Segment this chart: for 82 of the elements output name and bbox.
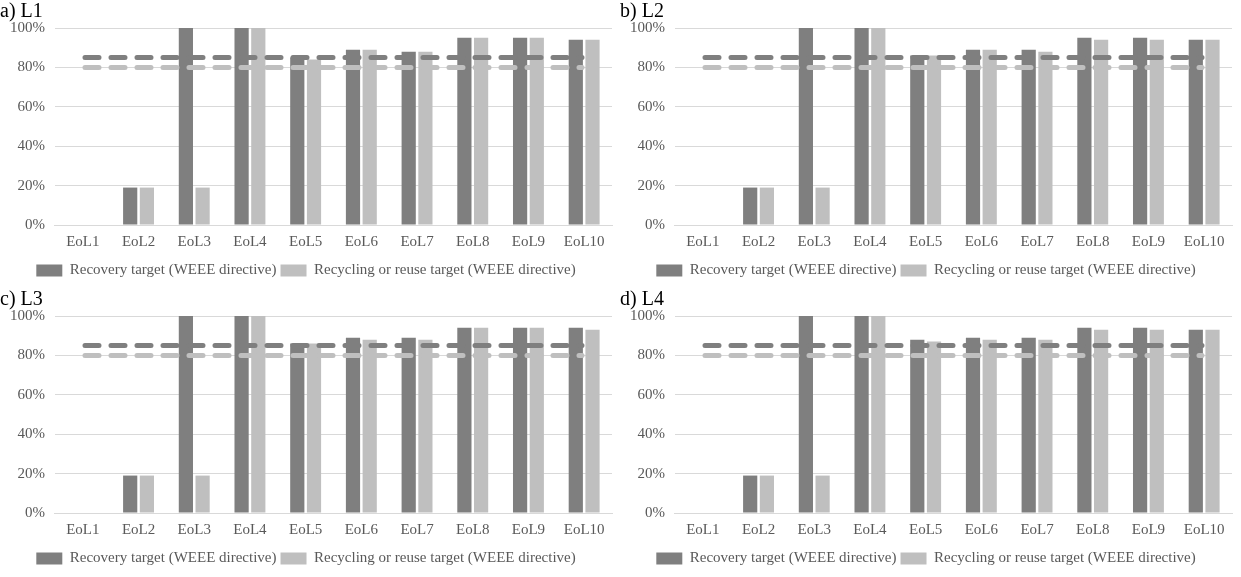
x-tick-label: EoL9 — [1131, 520, 1166, 537]
bar — [123, 475, 138, 513]
x-tick-label: EoL3 — [797, 520, 831, 537]
bar — [743, 187, 758, 225]
legend-label: Recycling or reuse target (WEEE directive) — [934, 261, 1196, 279]
bar — [815, 187, 830, 225]
y-tick-label: 40% — [17, 425, 45, 442]
y-tick-label: 60% — [637, 385, 665, 402]
x-tick-label: EoL8 — [1076, 232, 1110, 249]
x-tick-label: EoL10 — [563, 520, 605, 537]
bar — [759, 187, 774, 225]
y-tick-label: 40% — [637, 137, 665, 154]
bar — [123, 187, 138, 225]
x-tick-label: EoL4 — [233, 232, 268, 249]
x-tick-label: EoL7 — [1020, 232, 1055, 249]
bar — [195, 187, 210, 225]
x-tick-label: EoL5 — [288, 520, 323, 537]
y-tick-label: 40% — [17, 137, 45, 154]
x-tick-label: EoL7 — [400, 520, 435, 537]
x-tick-label: EoL5 — [908, 232, 943, 249]
bar — [195, 475, 210, 513]
x-tick-label: EoL4 — [853, 520, 888, 537]
x-tick-label: EoL7 — [1020, 520, 1055, 537]
y-tick-label: 60% — [637, 97, 665, 114]
bar — [139, 475, 154, 513]
y-tick-label: 80% — [17, 346, 45, 363]
x-tick-label: EoL10 — [1183, 232, 1225, 249]
legend-label: Recovery target (WEEE directive) — [69, 261, 277, 279]
y-tick-label: 60% — [17, 385, 45, 402]
bar — [759, 475, 774, 513]
x-tick-label: EoL4 — [853, 232, 888, 249]
x-tick-label: EoL2 — [741, 232, 776, 249]
x-tick-label: EoL1 — [66, 232, 100, 249]
x-tick-label: EoL6 — [344, 520, 379, 537]
x-tick-label: EoL10 — [1183, 520, 1225, 537]
y-tick-label: 20% — [17, 176, 45, 193]
x-tick-label: EoL1 — [686, 520, 720, 537]
x-tick-label: EoL8 — [456, 232, 490, 249]
y-tick-label: 0% — [645, 215, 665, 232]
y-tick-label: 0% — [645, 503, 665, 520]
bar — [743, 475, 758, 513]
y-tick-label: 40% — [637, 425, 665, 442]
x-tick-label: EoL3 — [797, 232, 831, 249]
x-tick-label: EoL3 — [177, 520, 211, 537]
x-tick-label: EoL2 — [121, 232, 156, 249]
y-tick-label: 20% — [637, 464, 665, 481]
y-tick-label: 0% — [25, 215, 45, 232]
chart-title: a) L1 — [0, 0, 43, 23]
x-tick-label: EoL1 — [686, 232, 720, 249]
x-tick-label: EoL4 — [233, 520, 268, 537]
y-tick-label: 20% — [637, 176, 665, 193]
legend-label: Recovery target (WEEE directive) — [689, 549, 897, 567]
x-tick-label: EoL6 — [964, 232, 999, 249]
chart-title: c) L3 — [0, 287, 43, 311]
legend-label: Recycling or reuse target (WEEE directive) — [314, 261, 576, 279]
y-tick-label: 60% — [17, 97, 45, 114]
x-tick-label: EoL2 — [741, 520, 776, 537]
x-tick-label: EoL3 — [177, 232, 211, 249]
x-tick-label: EoL8 — [456, 520, 490, 537]
bar — [139, 187, 154, 225]
x-tick-label: EoL2 — [121, 520, 156, 537]
legend-label: Recovery target (WEEE directive) — [689, 261, 897, 279]
x-tick-label: EoL9 — [511, 232, 546, 249]
legend-label: Recycling or reuse target (WEEE directive) — [934, 549, 1196, 567]
y-tick-label: 20% — [17, 464, 45, 481]
x-tick-label: EoL9 — [1131, 232, 1166, 249]
x-tick-label: EoL6 — [344, 232, 379, 249]
x-tick-label: EoL5 — [908, 520, 943, 537]
y-tick-label: 80% — [637, 346, 665, 363]
x-tick-label: EoL10 — [563, 232, 605, 249]
y-tick-label: 0% — [25, 503, 45, 520]
legend-label: Recovery target (WEEE directive) — [69, 549, 277, 567]
y-tick-label: 80% — [17, 58, 45, 75]
x-tick-label: EoL5 — [288, 232, 323, 249]
x-tick-label: EoL9 — [511, 520, 546, 537]
y-tick-label: 80% — [637, 58, 665, 75]
x-tick-label: EoL8 — [1076, 520, 1110, 537]
legend-label: Recycling or reuse target (WEEE directive) — [314, 549, 576, 567]
bar — [815, 475, 830, 513]
x-tick-label: EoL1 — [66, 520, 100, 537]
x-tick-label: EoL6 — [964, 520, 999, 537]
x-tick-label: EoL7 — [400, 232, 435, 249]
